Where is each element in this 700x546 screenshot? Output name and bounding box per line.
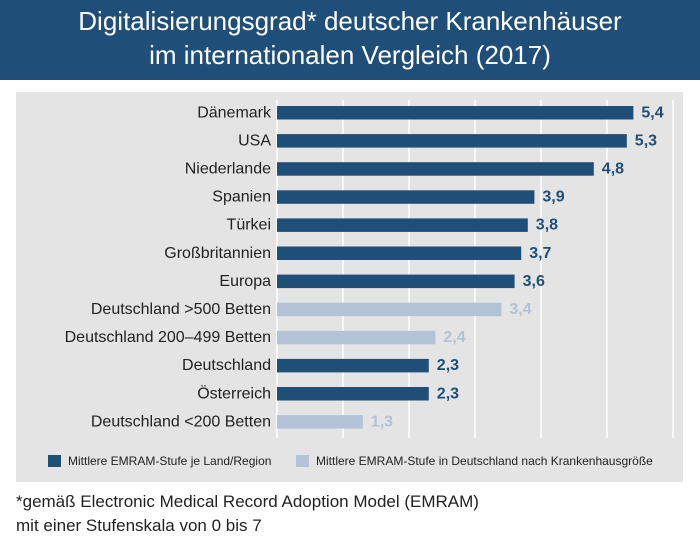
bar (277, 246, 522, 260)
bar (277, 218, 528, 232)
value-label: 3,9 (542, 189, 564, 206)
category-label: USA (238, 132, 271, 149)
value-label: 1,3 (371, 413, 393, 430)
category-label: Deutschland >500 Betten (91, 301, 271, 318)
category-label: Deutschland 200–499 Betten (65, 329, 271, 346)
legend-label: Mittlere EMRAM-Stufe in Deutschland nach… (316, 454, 653, 468)
category-label: Europa (219, 273, 271, 290)
category-label: Niederlande (185, 160, 271, 177)
bar (277, 358, 429, 373)
legend-swatch (48, 455, 61, 467)
category-label: Spanien (212, 189, 271, 206)
footnote-line-2: mit einer Stufenskala von 0 bis 7 (16, 516, 262, 535)
value-label: 3,8 (536, 217, 558, 234)
footnote: *gemäß Electronic Medical Record Adoptio… (16, 490, 686, 538)
chart-header: Digitalisierungsgrad* deutscher Krankenh… (0, 0, 700, 80)
bar (277, 302, 502, 317)
category-label: Türkei (227, 217, 271, 234)
category-label: Großbritannien (164, 245, 271, 262)
bar (277, 415, 363, 429)
category-label: Dänemark (197, 104, 272, 121)
bar (277, 330, 436, 345)
value-label: 2,4 (443, 329, 465, 346)
category-label: Deutschland (182, 357, 271, 374)
value-label: 2,3 (437, 385, 459, 402)
value-label: 5,3 (635, 132, 657, 149)
value-label: 3,6 (523, 273, 545, 290)
category-label: Österreich (197, 384, 271, 402)
bar (277, 134, 627, 148)
value-label: 4,8 (602, 160, 624, 177)
bar (277, 190, 535, 204)
chart-title-line-2: im internationalen Vergleich (2017) (149, 40, 551, 70)
bar (277, 274, 515, 289)
category-label: Deutschland <200 Betten (91, 413, 271, 430)
value-label: 5,4 (641, 104, 663, 121)
bar (277, 106, 634, 120)
bar-chart: Dänemark 5,4 USA 5,3 Niederlande 4,8 Spanien 3,… (48, 100, 674, 468)
value-label: 3,4 (509, 301, 531, 318)
legend-label: Mittlere EMRAM-Stufe je Land/Region (68, 454, 271, 468)
bar (277, 162, 594, 176)
legend-swatch (296, 455, 309, 467)
bar (277, 387, 429, 401)
chart-panel: Dänemark 5,4 USA 5,3 Niederlande 4,8 Spanien 3,… (16, 92, 683, 482)
value-label: 2,3 (437, 357, 459, 374)
chart-title-line-1: Digitalisierungsgrad* deutscher Krankenh… (78, 6, 622, 36)
footnote-line-1: *gemäß Electronic Medical Record Adoptio… (16, 492, 479, 511)
value-label: 3,7 (529, 245, 551, 262)
